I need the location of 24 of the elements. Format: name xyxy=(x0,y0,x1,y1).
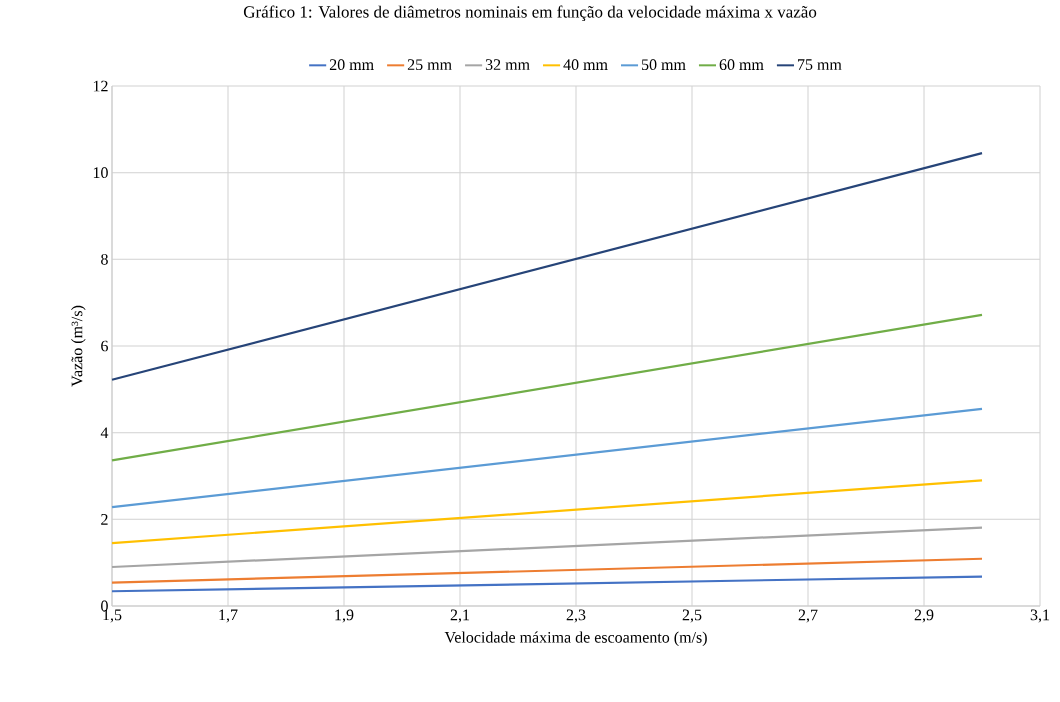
x-tick-label: 2,9 xyxy=(914,609,934,623)
x-tick-label: 2,5 xyxy=(682,609,702,623)
legend-label: 32 mm xyxy=(485,59,530,71)
y-tick-label: 8 xyxy=(101,253,108,265)
y-tick-label: 10 xyxy=(93,167,108,179)
x-axis-title: Velocidade máxima de escoamento (m/s) xyxy=(444,631,707,646)
x-tick-label: 2,7 xyxy=(798,609,818,623)
legend-label: 60 mm xyxy=(719,59,764,71)
legend-label: 20 mm xyxy=(329,59,374,71)
x-tick-label: 2,3 xyxy=(566,609,586,623)
y-tick-label: 2 xyxy=(101,514,108,525)
legend-label: 50 mm xyxy=(641,59,686,71)
x-tick-label: 1,7 xyxy=(219,609,238,623)
y-tick-label: 12 xyxy=(93,80,108,92)
chart-title: Gráfico 1: Valores de diâmetros nominais em função da velocidade máxima x vazão xyxy=(243,5,817,22)
y-tick-label: 6 xyxy=(101,340,108,352)
x-tick-label: 2,1 xyxy=(450,609,470,623)
legend-label: 25 mm xyxy=(407,59,452,71)
y-tick-label: 4 xyxy=(100,427,109,438)
y-axis-title: Vazão (m³/s) xyxy=(71,305,86,387)
x-tick-label: 1,9 xyxy=(335,609,354,623)
legend-label: 40 mm xyxy=(563,59,608,71)
legend-label: 75 mm xyxy=(798,59,842,70)
x-tick-label: 3,1 xyxy=(1030,609,1050,623)
